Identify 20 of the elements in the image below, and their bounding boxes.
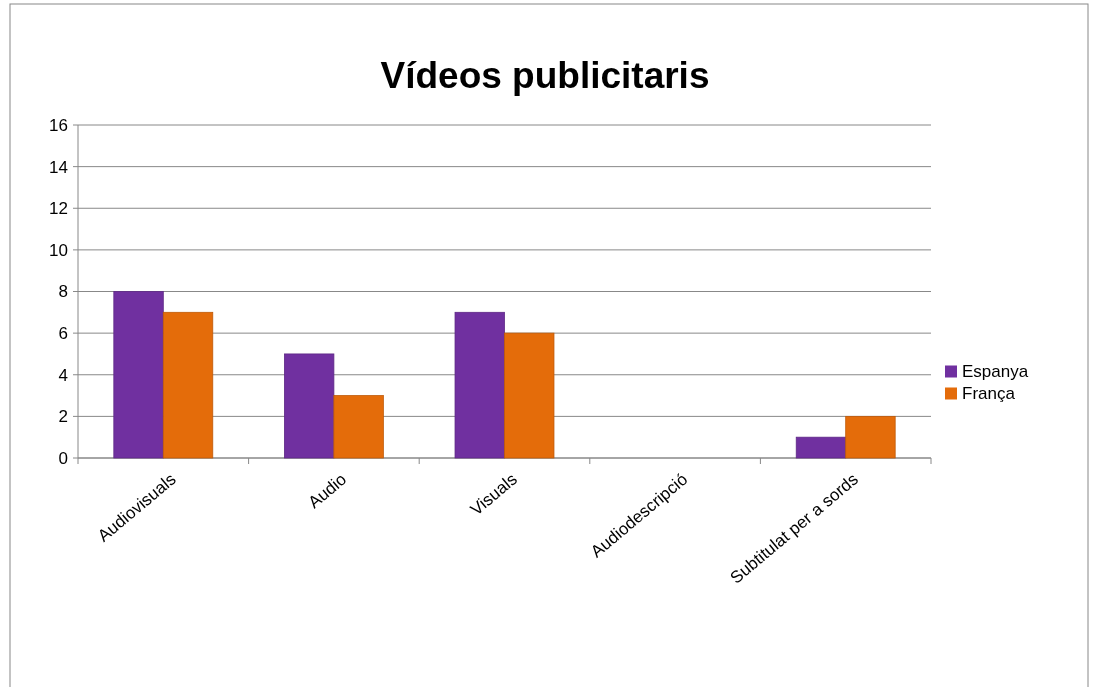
- legend-label: França: [962, 383, 1016, 403]
- y-tick-label: 4: [58, 365, 68, 385]
- bar: [162, 311, 214, 459]
- bar: [795, 436, 847, 459]
- chart-title: Vídeos publicitaris: [380, 55, 710, 96]
- y-tick-label: 6: [58, 324, 68, 344]
- legend-label: Espanya: [962, 361, 1029, 381]
- y-tick-label: 12: [49, 199, 68, 219]
- y-tick-label: 14: [49, 157, 68, 177]
- bar: [454, 311, 505, 459]
- bar: [845, 415, 896, 459]
- y-tick-label: 10: [49, 240, 68, 260]
- y-tick-label: 0: [58, 448, 68, 468]
- bar: [284, 353, 335, 459]
- y-tick-label: 8: [58, 282, 68, 302]
- bar: [333, 395, 384, 459]
- y-tick-label: 2: [58, 407, 68, 427]
- bar: [504, 332, 555, 459]
- y-tick-label: 16: [49, 115, 68, 135]
- bar: [113, 291, 164, 459]
